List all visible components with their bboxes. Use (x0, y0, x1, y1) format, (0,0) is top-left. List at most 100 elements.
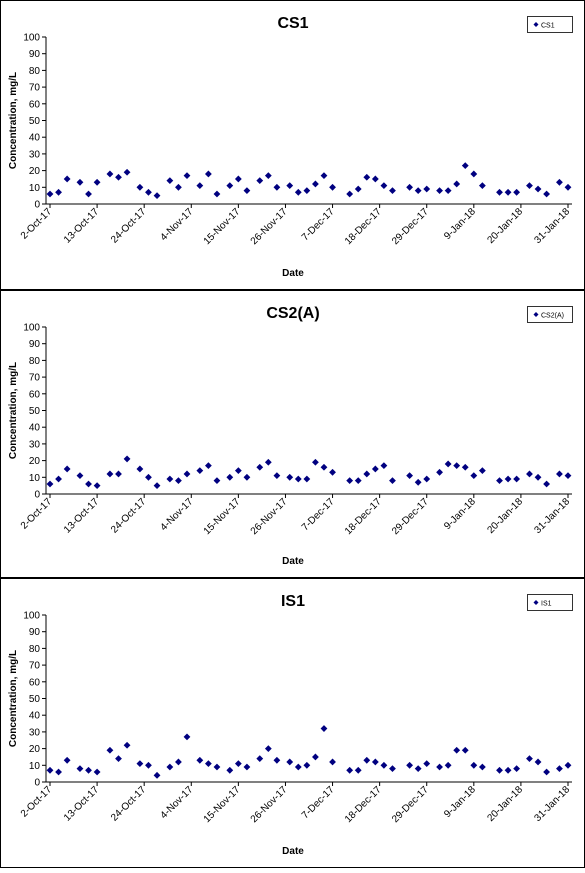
data-point (286, 473, 294, 481)
data-point (196, 756, 204, 764)
chart-title: IS1 (281, 593, 305, 610)
data-point (256, 463, 264, 471)
data-point (526, 470, 533, 478)
data-point (76, 178, 84, 186)
data-point (371, 465, 379, 473)
legend-box (527, 306, 573, 323)
data-point (406, 183, 414, 191)
data-point (294, 188, 302, 196)
legend-marker (533, 22, 539, 27)
y-tick-label: 0 (34, 490, 40, 501)
data-point (371, 175, 379, 183)
data-point (153, 771, 161, 779)
data-point (46, 766, 54, 774)
data-point (294, 763, 302, 771)
data-point (320, 725, 328, 732)
chart-title: CS2(A) (266, 305, 319, 322)
data-point (106, 170, 114, 178)
y-tick-label: 70 (29, 373, 41, 384)
y-tick-label: 70 (29, 661, 41, 672)
data-point (243, 473, 251, 481)
data-point (106, 470, 114, 478)
data-point (354, 766, 362, 774)
data-point (55, 188, 62, 196)
y-tick-label: 50 (29, 116, 41, 127)
y-tick-label: 30 (29, 439, 41, 450)
y-tick-label: 70 (29, 83, 41, 94)
data-point (123, 168, 131, 176)
series-CS2(A) (46, 455, 572, 490)
data-point (175, 758, 182, 766)
chart-title: CS1 (277, 15, 308, 32)
data-point (234, 760, 242, 768)
y-tick-label: 100 (23, 323, 40, 334)
data-point (496, 477, 503, 485)
series-IS1 (46, 725, 572, 779)
data-point (196, 182, 204, 190)
data-point (513, 475, 521, 483)
y-tick-label: 60 (29, 389, 41, 400)
y-tick-label: 20 (29, 744, 41, 755)
y-tick-label: 60 (29, 677, 41, 688)
y-tick-label: 90 (29, 627, 41, 638)
data-point (470, 472, 478, 480)
chart-border (0, 290, 585, 578)
data-point (93, 768, 101, 776)
legend-label: IS1 (541, 601, 552, 608)
y-tick-label: 90 (29, 339, 41, 350)
data-point (534, 758, 542, 766)
data-point (93, 482, 101, 490)
chart-panel: CS2(A) CS2(A) 0 10 20 30 40 50 60 70 80 90 100 2-Oct-… (0, 290, 585, 578)
data-point (423, 475, 431, 483)
data-point (453, 746, 461, 754)
data-point (564, 472, 572, 480)
y-tick-label: 100 (23, 33, 40, 44)
data-point (303, 761, 311, 769)
y-tick-label: 80 (29, 644, 41, 655)
data-point (256, 755, 264, 763)
data-point (513, 765, 521, 773)
data-point (346, 766, 354, 774)
data-point (204, 462, 212, 470)
data-point (264, 745, 272, 752)
data-point (183, 172, 191, 180)
y-tick-label: 0 (34, 200, 40, 211)
y-tick-label: 60 (29, 99, 41, 110)
data-point (166, 177, 174, 185)
data-point (175, 183, 182, 191)
y-tick-label: 40 (29, 711, 41, 722)
x-axis-title: Date (282, 556, 304, 567)
data-point (85, 480, 92, 488)
y-tick-label: 40 (29, 423, 41, 434)
data-point (183, 470, 191, 478)
data-point (380, 761, 388, 769)
data-point (294, 475, 302, 483)
data-point (123, 741, 131, 749)
data-point (166, 475, 174, 483)
data-point (389, 187, 396, 195)
data-point (534, 473, 542, 481)
legend-label: CS2(A) (541, 313, 564, 320)
data-point (273, 472, 281, 480)
data-point (354, 477, 362, 485)
data-point (312, 753, 319, 761)
data-point (513, 188, 521, 196)
data-point (63, 465, 71, 473)
data-point (115, 755, 122, 763)
legend-box (527, 594, 573, 611)
y-tick-label: 10 (29, 761, 41, 772)
series-CS1 (46, 162, 572, 200)
data-point (363, 756, 371, 764)
data-point (286, 758, 294, 766)
data-point (115, 173, 122, 181)
data-point (423, 185, 431, 193)
y-tick-label: 30 (29, 149, 41, 160)
data-point (256, 177, 264, 185)
data-point (406, 472, 414, 480)
data-point (115, 470, 122, 478)
y-tick-label: 40 (29, 133, 41, 144)
data-point (312, 180, 319, 188)
data-point (243, 187, 251, 195)
data-point (329, 758, 336, 766)
